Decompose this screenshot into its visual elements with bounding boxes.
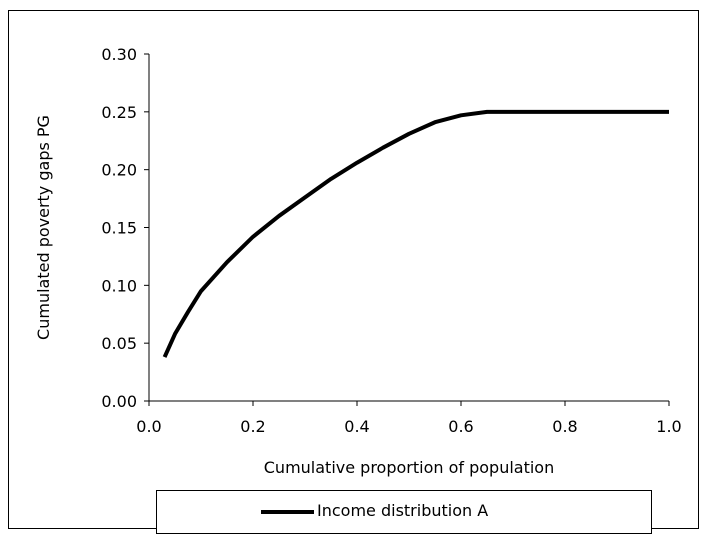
y-tick-label: 0.00 xyxy=(101,392,137,411)
x-tick-label: 0.0 xyxy=(136,417,161,436)
y-tick-label: 0.05 xyxy=(101,334,137,353)
y-tick-label: 0.25 xyxy=(101,103,137,122)
chart-frame: 0.00 0.05 0.10 0.15 0.20 0.25 0.30 0.0 0.2 0.4 0.6… xyxy=(8,10,699,529)
series-line xyxy=(162,109,669,358)
y-tick-label: 0.30 xyxy=(101,45,137,64)
legend-line-swatch xyxy=(261,510,314,514)
axes xyxy=(144,53,670,406)
y-tick-label: 0.20 xyxy=(101,161,137,180)
chart-svg: 0.00 0.05 0.10 0.15 0.20 0.25 0.30 0.0 0.2 0.4 0.6… xyxy=(34,45,682,477)
x-tick-label: 0.6 xyxy=(448,417,473,436)
x-tick-label: 0.8 xyxy=(552,417,577,436)
series-layer xyxy=(162,109,669,358)
x-tick-label: 1.0 xyxy=(656,417,681,436)
legend: Income distribution A xyxy=(156,490,652,534)
y-tick-label: 0.10 xyxy=(101,276,137,295)
tick-labels: 0.00 0.05 0.10 0.15 0.20 0.25 0.30 0.0 0.2 0.4 0.6… xyxy=(101,45,681,436)
x-tick-label: 0.2 xyxy=(240,417,265,436)
x-tick-label: 0.4 xyxy=(344,417,369,436)
y-tick-label: 0.15 xyxy=(101,219,137,238)
y-axis-title: Cumulated poverty gaps PG xyxy=(34,115,53,340)
x-axis-title: Cumulative proportion of population xyxy=(264,458,554,477)
legend-label: Income distribution A xyxy=(317,501,489,520)
